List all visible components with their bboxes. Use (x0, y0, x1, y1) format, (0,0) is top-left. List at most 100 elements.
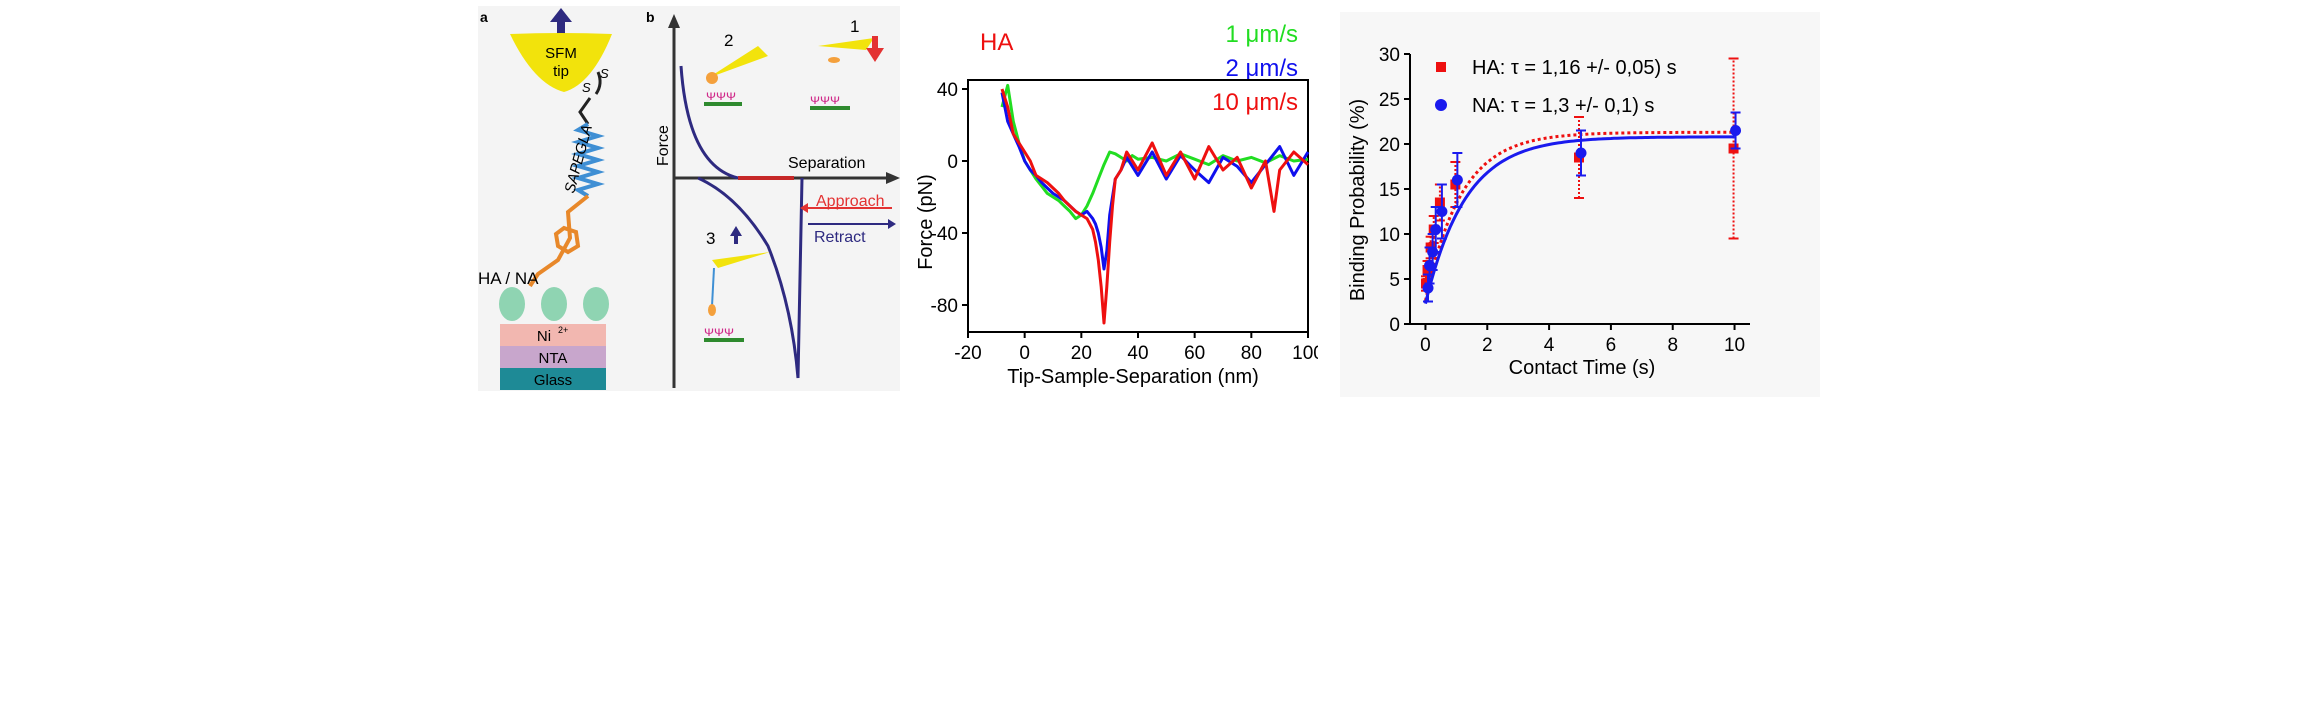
schematic-a-svg: a SFM tip S S SAPEGLA HA / NA Ni 2+ NTA … (478, 8, 900, 390)
chart1-plot-area: -20 0 20 40 60 80 100 40 0 -40 -80 (931, 79, 1324, 364)
approach-label: Approach (816, 193, 885, 210)
chart2-ytick-label: 15 (1379, 180, 1400, 201)
sfm-tip-label-2: tip (553, 63, 569, 80)
chart2-ytick-label: 5 (1389, 270, 1400, 291)
thiol-bond (594, 71, 602, 95)
step-2-label: 2 (724, 31, 733, 50)
step-3-up-arrow-icon (730, 226, 742, 236)
chart1-title: HA (980, 29, 1013, 56)
chart2-ytick-label: 20 (1379, 135, 1400, 156)
chart2-xtick-label: 6 (1606, 335, 1617, 356)
legend-na-label: NA: τ = 1,3 +/- 0,1) s (1472, 95, 1654, 117)
tip-up-arrowhead-icon (550, 8, 572, 22)
chart1-series-line-1 (1000, 92, 1310, 271)
chart2-xtick-label: 10 (1724, 335, 1745, 356)
binding-probability-svg: 0 2 4 6 8 10 0 5 10 15 20 25 30 HA: τ = 1,16 +/- 0,0… (1347, 45, 1750, 379)
chart1-xtick-label: 100 (1292, 343, 1318, 364)
chart2-point-circle (1436, 206, 1448, 217)
chart2-point-square (1434, 197, 1445, 208)
glass-label: Glass (534, 372, 572, 389)
approach-curve (679, 65, 739, 180)
step-2-surface-icon (704, 102, 742, 106)
chart2-ytick-label: 30 (1379, 45, 1400, 66)
chart1-series-line-2 (1000, 88, 1309, 325)
legend-1ums: 1 μm/s (1225, 21, 1298, 48)
step-3-linker-icon (711, 267, 715, 307)
legend-na-marker (1435, 99, 1447, 111)
step-2-ligand-icon (706, 72, 718, 84)
chart2-ylabel: Binding Probability (%) (1347, 99, 1369, 301)
step-1-down-arrow-icon (866, 48, 884, 62)
receptor-blob-2 (541, 287, 567, 321)
step-3-surface-icon (704, 338, 744, 342)
legend-10ums: 10 μm/s (1212, 89, 1298, 116)
chart2-xtick-label: 4 (1544, 335, 1555, 356)
chart1-xtick-label: 0 (1019, 343, 1030, 364)
peg-linker-spring (571, 122, 605, 198)
step-3-tip-icon (712, 252, 770, 268)
retract-arrow-icon (888, 219, 896, 229)
legend-ha-label: HA: τ = 1,16 +/- 0,05) s (1472, 57, 1677, 79)
nickel-label: Ni (537, 328, 551, 345)
schematic-panel-a: a SFM tip S S SAPEGLA HA / NA Ni 2+ NTA … (478, 6, 900, 391)
chart1-xtick-label: 80 (1241, 343, 1262, 364)
receptor-blob-3 (583, 287, 609, 321)
chart1-xtick-label: 60 (1184, 343, 1205, 364)
chart2-xtick-label: 0 (1420, 335, 1431, 356)
legend-2ums: 2 μm/s (1225, 55, 1298, 82)
step-3-label: 3 (706, 229, 715, 248)
chart1-ytick-label: -40 (931, 224, 958, 245)
panel-label-a: a (480, 9, 488, 25)
chart2-point-circle (1430, 224, 1442, 235)
sfm-tip-label: SFM (545, 45, 577, 62)
nickel-charge-label: 2+ (558, 325, 568, 335)
separation-axis-arrow-icon (886, 172, 900, 184)
chart2-xlabel: Contact Time (s) (1509, 357, 1656, 379)
chart1-ytick-label: -80 (931, 296, 958, 317)
force-curve-chart: HA 1 μm/s 2 μm/s 10 μm/s -20 0 20 40 60 80 100… (908, 20, 1324, 395)
chart1-xlabel: Tip-Sample-Separation (nm) (1007, 366, 1259, 388)
retract-label: Retract (814, 229, 866, 246)
chart2-ytick-label: 0 (1389, 315, 1400, 336)
binding-probability-chart: 0 2 4 6 8 10 0 5 10 15 20 25 30 HA: τ = 1,16 +/- 0,0… (1340, 12, 1820, 397)
chart1-ylabel: Force (pN) (915, 174, 937, 270)
chart1-xtick-label: -20 (954, 343, 981, 364)
approach-arrow-icon (800, 203, 808, 213)
step-2-receptors-icon: ᴪᴪᴪ (706, 87, 736, 103)
separation-axis-label: Separation (788, 155, 865, 172)
panel-label-b: b (646, 9, 655, 25)
chart1-xtick-label: 40 (1127, 343, 1148, 364)
force-curve-svg: HA 1 μm/s 2 μm/s 10 μm/s -20 0 20 40 60 80 100… (915, 21, 1324, 388)
sulfur-label-1: S (582, 80, 591, 95)
sfm-tip-shape (510, 33, 612, 92)
glass-layer (500, 368, 606, 390)
sulfur-label-2: S (600, 66, 609, 81)
nickel-layer (500, 324, 606, 346)
step-1-ligand-icon (828, 57, 840, 63)
step-1-receptors-icon: ᴪᴪᴪ (810, 91, 840, 107)
step-3-ligand-icon (708, 304, 716, 316)
step-1-tip-icon (818, 38, 874, 50)
receptor-label: HA / NA (478, 269, 539, 288)
retract-curve (697, 176, 804, 379)
chart1-ytick-label: 0 (947, 152, 958, 173)
legend-ha-marker (1436, 62, 1446, 72)
chart1-xtick-label: 20 (1071, 343, 1092, 364)
chart1-ytick-label: 40 (937, 80, 958, 101)
sugar-ring (553, 225, 581, 255)
nta-label: NTA (539, 350, 568, 367)
step-1-surface-icon (810, 106, 850, 110)
step-1-label: 1 (850, 17, 859, 36)
chart2-point-circle (1422, 282, 1434, 294)
nta-layer (500, 346, 606, 368)
chart1-frame (967, 79, 1309, 333)
chart1-series-line-0 (1000, 83, 1309, 221)
chart2-point-circle (1451, 174, 1463, 186)
step-3-receptors-icon: ᴪᴪᴪ (704, 323, 734, 339)
chart2-plot-area: 0 2 4 6 8 10 0 5 10 15 20 25 30 (1379, 45, 1750, 356)
chart2-ytick-label: 10 (1379, 225, 1400, 246)
thiol-chain (578, 97, 592, 125)
chart2-xtick-label: 8 (1667, 335, 1678, 356)
force-axis-label: Force (655, 125, 672, 166)
force-axis-arrow-icon (668, 14, 680, 28)
